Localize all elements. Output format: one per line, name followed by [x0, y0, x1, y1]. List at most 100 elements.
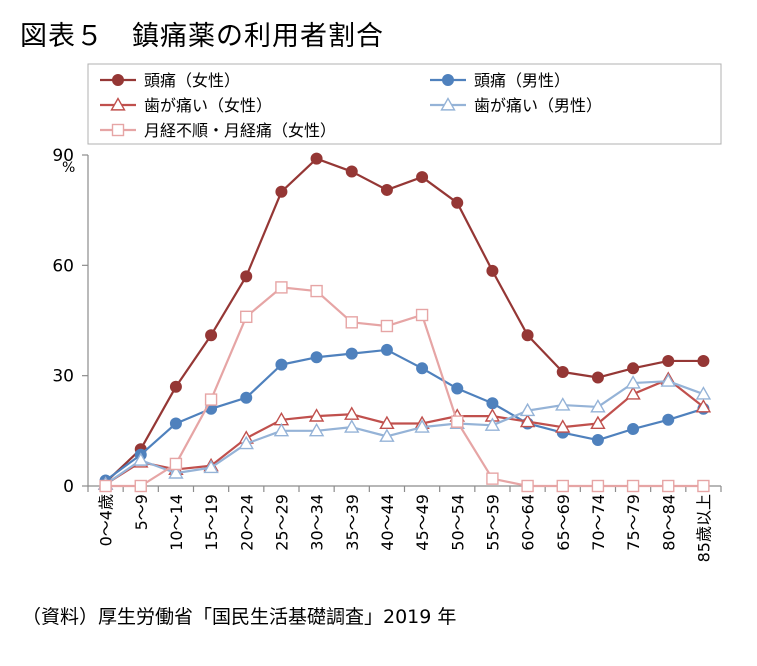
- x-tick-label: 15～19: [202, 494, 221, 551]
- data-point: [625, 375, 641, 389]
- chart-title: 図表５ 鎮痛薬の利用者割合: [20, 21, 384, 52]
- x-tick-label: 50～54: [448, 494, 467, 551]
- data-point: [590, 399, 606, 413]
- x-tick-label: 85歳以上: [694, 494, 713, 562]
- series-line: [104, 380, 704, 486]
- x-tick-label: 0～4歳: [97, 494, 116, 546]
- data-point: [555, 397, 571, 411]
- data-point: [451, 415, 464, 428]
- series-line: [105, 286, 704, 488]
- data-point: [662, 413, 675, 426]
- series-月経不順-月経痛-女性-: [99, 281, 710, 493]
- x-tick-label: 80～84: [659, 494, 678, 551]
- data-point: [134, 479, 147, 493]
- legend-label: 頭痛（女性）: [144, 71, 240, 90]
- legend-box: [87, 63, 722, 145]
- data-point: [203, 459, 219, 474]
- data-point: [275, 281, 288, 294]
- legend-label: 月経不順・月経痛（女性）: [144, 121, 336, 140]
- data-point: [556, 365, 569, 378]
- data-point: [380, 343, 393, 356]
- legend-label: 歯が痛い（女性）: [144, 96, 272, 115]
- legend-marker: [111, 123, 125, 137]
- x-tick-label: 60～64: [519, 494, 538, 551]
- legend-item: 歯が痛い（女性）: [100, 96, 272, 115]
- x-tick-label: 10～14: [167, 494, 186, 551]
- x-tick-label: 40～44: [378, 494, 397, 551]
- data-point: [484, 417, 501, 431]
- series-頭痛-女性-: [99, 152, 710, 489]
- data-point: [556, 479, 569, 493]
- data-point: [521, 479, 534, 493]
- x-tick-label: 35～39: [343, 494, 362, 551]
- legend: 頭痛（女性） 頭痛（男性） 歯が痛い（女性） 歯が痛い（男性） 月経不順・月経痛（女性）: [100, 71, 602, 140]
- legend-label: 頭痛（男性）: [474, 71, 570, 90]
- data-point: [345, 347, 358, 360]
- data-point: [240, 391, 253, 404]
- data-point: [660, 373, 676, 387]
- data-point: [695, 399, 712, 413]
- data-point: [275, 185, 288, 198]
- data-point: [308, 422, 325, 437]
- data-point: [414, 419, 430, 433]
- data-point: [416, 171, 429, 184]
- data-point: [519, 413, 536, 428]
- data-point: [451, 382, 464, 395]
- data-point: [697, 354, 710, 367]
- data-point: [133, 452, 149, 466]
- legend-marker: [440, 97, 456, 111]
- data-point: [451, 196, 464, 209]
- x-tick-label: 30～34: [308, 494, 327, 551]
- data-point: [626, 479, 640, 493]
- data-point: [344, 419, 360, 433]
- x-tick-label: 45～49: [413, 494, 432, 551]
- data-point: [310, 351, 323, 364]
- y-axis-ticks: 0 30 60 90: [52, 146, 88, 497]
- data-point: [204, 393, 218, 406]
- data-point: [486, 264, 499, 277]
- data-point: [627, 422, 640, 435]
- data-point: [380, 183, 393, 196]
- data-point: [380, 319, 394, 333]
- series-歯が痛い-男性-: [97, 373, 712, 490]
- y-tick-label: 60: [52, 256, 74, 276]
- data-point: [168, 465, 184, 479]
- source-note: （資料）厚生労働省「国民生活基礎調査」2019 年: [22, 606, 457, 628]
- legend-item: 頭痛（男性）: [430, 71, 570, 90]
- data-point: [416, 362, 429, 375]
- data-point: [555, 419, 571, 433]
- series-group: [97, 152, 712, 493]
- x-tick-label: 25～29: [272, 494, 291, 551]
- legend-item: 月経不順・月経痛（女性）: [100, 121, 336, 140]
- legend-marker: [442, 74, 454, 86]
- data-point: [591, 434, 604, 447]
- legend-marker: [112, 74, 124, 86]
- data-point: [379, 428, 395, 442]
- data-point: [591, 371, 604, 384]
- data-point: [486, 397, 499, 410]
- data-point: [238, 435, 254, 450]
- data-point: [415, 308, 429, 322]
- data-point: [308, 408, 325, 422]
- data-point: [697, 479, 710, 493]
- y-axis-unit: %: [62, 160, 75, 176]
- data-point: [345, 165, 358, 178]
- x-tick-label: 75～79: [624, 494, 643, 551]
- y-tick-label: 30: [52, 367, 74, 387]
- data-point: [625, 386, 641, 400]
- data-point: [99, 479, 112, 493]
- y-tick-label: 90: [52, 146, 74, 166]
- data-point: [169, 457, 183, 471]
- x-tick-label: 70～74: [589, 494, 608, 551]
- data-point: [240, 270, 253, 283]
- data-point: [273, 422, 290, 437]
- x-tick-label: 20～24: [237, 494, 256, 551]
- x-tick-label: 55～59: [483, 494, 502, 551]
- data-point: [169, 417, 182, 430]
- data-point: [205, 329, 218, 342]
- data-point: [310, 152, 323, 165]
- series-line: [104, 157, 704, 484]
- y-tick-label: 0: [63, 477, 74, 497]
- data-point: [240, 310, 253, 324]
